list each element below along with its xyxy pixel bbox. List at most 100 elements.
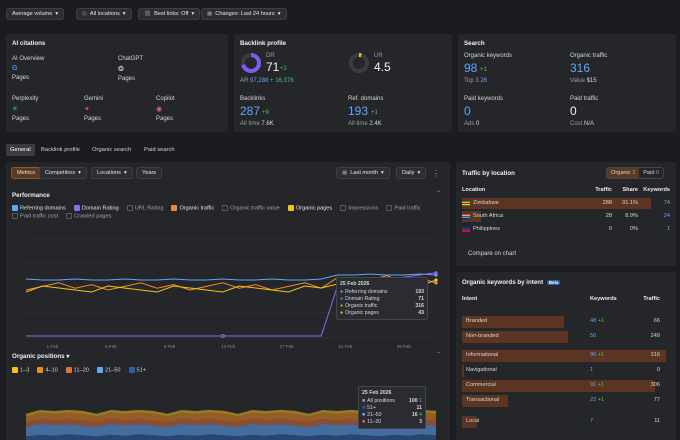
metric-checkbox-label: Crawled pages <box>74 213 112 220</box>
chatgpt-icon: ❂ <box>118 66 124 73</box>
gemini-icon: ✦ <box>84 106 90 113</box>
chatgpt-item[interactable]: ChatGPT ❂ Pages <box>118 56 143 82</box>
ai-overview-item[interactable]: AI Overview G Pages <box>12 56 44 81</box>
top3-value[interactable]: 26 <box>480 78 488 84</box>
organic-traffic-value[interactable]: 316 <box>570 61 591 75</box>
ur-value[interactable]: 4.5 <box>374 60 391 74</box>
intent-row[interactable]: Non-branded 50 249 <box>466 333 670 339</box>
locations-filter[interactable]: ◎ All locations ▾ <box>76 8 132 20</box>
position-checkbox-label: 1–3 <box>20 367 30 374</box>
organic-positions-title[interactable]: Organic positions ▾ <box>12 353 69 360</box>
position-checkbox[interactable]: 51+ <box>128 367 146 373</box>
organic-keywords-value[interactable]: 98 <box>464 61 478 75</box>
location-row[interactable]: South Africa 28 8.9% 24 <box>462 213 670 219</box>
paid-toggle[interactable]: Paid 0 <box>639 168 663 178</box>
volume-filter[interactable]: Average volume ▾ <box>6 8 65 20</box>
copilot-item[interactable]: Copilot ◉ Pages <box>156 96 175 122</box>
ads-label: Ads <box>464 121 475 127</box>
collapse-positions-icon[interactable]: ⌃ <box>436 352 442 358</box>
metric-checkbox[interactable]: Domain Rating <box>73 205 119 211</box>
intent-keywords[interactable]: 91 <box>590 382 597 388</box>
location-cell: South Africa <box>462 213 590 219</box>
paid-keywords-value[interactable]: 0 <box>464 104 471 118</box>
last-month-dropdown[interactable]: ▦ Last month ▾ <box>336 167 390 179</box>
intent-keywords[interactable]: 48 <box>590 318 597 324</box>
position-checkbox[interactable]: 11–20 <box>65 367 89 373</box>
intent-row[interactable]: Transactional 22 +1 77 <box>466 397 670 403</box>
intent-row[interactable]: Navigational 1 0 <box>466 367 670 373</box>
metric-checkbox[interactable]: URL Rating <box>126 205 163 211</box>
positions-tooltip-row: ■ 11–20 3 <box>362 419 422 425</box>
compare-on-chart-link[interactable]: Compare on chart <box>468 251 517 257</box>
location-keywords[interactable]: 24 <box>663 213 670 219</box>
tab-organic-search[interactable]: Organic search <box>92 147 132 153</box>
changes-filter[interactable]: ▦ Changes: Last 24 hours ▾ <box>201 8 287 20</box>
location-keywords[interactable]: 74 <box>663 200 670 206</box>
metric-checkbox[interactable]: Organic traffic <box>171 205 214 211</box>
positions-tooltip-change: 1 <box>417 398 422 404</box>
daily-dropdown[interactable]: Daily ▾ <box>396 167 427 179</box>
intent-row[interactable]: Local 7 11 <box>466 418 670 424</box>
ref-all-label: All time <box>348 121 368 127</box>
locations-label: Locations <box>97 170 121 176</box>
tab-paid-search[interactable]: Paid search <box>144 147 175 153</box>
share-bar <box>462 211 481 222</box>
location-keywords[interactable]: 1 <box>666 226 670 232</box>
organic-paid-toggle: Organic 3 Paid 0 <box>606 167 665 179</box>
metric-checkbox[interactable]: Organic traffic value <box>222 205 280 211</box>
metric-checkbox[interactable]: Organic pages <box>287 205 332 211</box>
more-menu-icon[interactable]: ⋮ <box>432 169 440 178</box>
ref-domains-value[interactable]: 193 <box>348 104 369 118</box>
intent-row[interactable]: Branded 48 +1 66 <box>466 318 670 324</box>
metric-checkbox[interactable]: Paid traffic <box>386 205 421 212</box>
best-links-filter[interactable]: ⛓ Best links: Off ▾ <box>138 8 201 20</box>
paid-traffic-value[interactable]: 0 <box>570 104 577 118</box>
unchecked-box-icon <box>12 213 18 220</box>
intent-keywords[interactable]: 7 <box>590 418 594 424</box>
years-button[interactable]: Years <box>136 167 163 179</box>
backlinks-all-value: 7.6K <box>261 121 274 127</box>
metrics-button[interactable]: Metrics <box>11 167 42 179</box>
locations-dropdown[interactable]: Locations ▾ <box>91 167 133 179</box>
competitors-dropdown[interactable]: Competitors ▾ <box>39 167 87 179</box>
metric-checkbox[interactable]: Referring domains <box>12 205 66 211</box>
location-row[interactable]: Zimbabwe 288 91.1% 74 <box>462 200 670 206</box>
metric-checkbox[interactable]: Paid traffic cost <box>12 213 59 220</box>
positions-tooltip-label: 51+ <box>367 405 376 411</box>
chevron-down-icon: ▾ <box>191 11 195 17</box>
position-band <box>26 434 436 440</box>
position-checkbox[interactable]: 1–3 <box>12 367 29 373</box>
ar-value[interactable]: 97,288 <box>250 78 269 84</box>
daily-label: Daily <box>402 170 415 176</box>
backlinks-value[interactable]: 287 <box>240 104 261 118</box>
tab-backlink-profile[interactable]: Backlink profile <box>41 147 80 153</box>
gemini-item[interactable]: Gemini ✦ Pages <box>84 96 103 122</box>
organic-toggle[interactable]: Organic 3 <box>607 168 640 178</box>
intent-keywords-cell: 7 <box>590 418 630 424</box>
perplexity-item[interactable]: Perplexity ✳ Pages <box>12 96 38 122</box>
metric-checkbox-label: Paid traffic cost <box>20 213 59 220</box>
position-checkbox[interactable]: 21–50 <box>96 367 121 373</box>
metric-checkbox[interactable]: Impressions <box>340 205 378 211</box>
collapse-icon[interactable]: ⌃ <box>436 191 442 197</box>
x-tick-label: 17 Feb <box>280 344 295 349</box>
backlinks-all-label: All time <box>240 121 260 127</box>
intent-keywords[interactable]: 1 <box>590 367 594 373</box>
intent-bar <box>462 350 666 362</box>
metrics-label: Metrics <box>17 170 36 176</box>
metric-checkbox-label: Paid traffic <box>394 205 421 212</box>
intent-keywords[interactable]: 50 <box>590 333 597 339</box>
intent-row[interactable]: Informational 96 +1 316 <box>466 352 670 358</box>
location-row[interactable]: Philippines 0 0% 1 <box>462 226 670 232</box>
value-label: Value <box>570 78 585 84</box>
tooltip-metric: Organic traffic <box>345 303 378 309</box>
metric-checkbox[interactable]: Crawled pages <box>66 213 112 220</box>
intent-keywords[interactable]: 22 <box>590 397 597 403</box>
position-checkbox[interactable]: 4–10 <box>37 367 58 373</box>
intent-keywords[interactable]: 96 <box>590 352 597 358</box>
performance-title: Performance <box>12 192 50 199</box>
location-name: South Africa <box>473 213 504 219</box>
dr-value[interactable]: 71 <box>266 60 280 74</box>
intent-row[interactable]: Commercial 91 +1 306 <box>466 382 670 388</box>
tab-general[interactable]: General <box>6 144 35 156</box>
